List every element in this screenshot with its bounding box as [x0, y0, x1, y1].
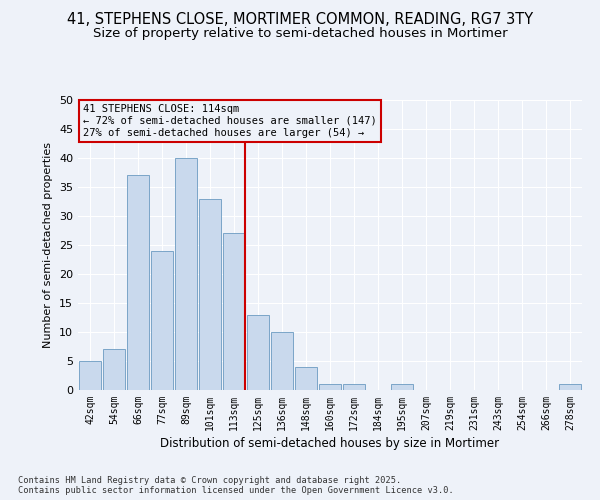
X-axis label: Distribution of semi-detached houses by size in Mortimer: Distribution of semi-detached houses by …	[160, 437, 500, 450]
Bar	[127, 176, 149, 390]
Bar	[343, 384, 365, 390]
Y-axis label: Number of semi-detached properties: Number of semi-detached properties	[43, 142, 53, 348]
Text: 41, STEPHENS CLOSE, MORTIMER COMMON, READING, RG7 3TY: 41, STEPHENS CLOSE, MORTIMER COMMON, REA…	[67, 12, 533, 28]
Bar	[103, 350, 125, 390]
Text: 41 STEPHENS CLOSE: 114sqm
← 72% of semi-detached houses are smaller (147)
27% of: 41 STEPHENS CLOSE: 114sqm ← 72% of semi-…	[83, 104, 377, 138]
Bar	[199, 198, 221, 390]
Bar	[79, 361, 101, 390]
Bar	[175, 158, 197, 390]
Bar	[247, 314, 269, 390]
Bar	[151, 251, 173, 390]
Bar	[319, 384, 341, 390]
Bar	[223, 234, 245, 390]
Bar	[295, 367, 317, 390]
Text: Size of property relative to semi-detached houses in Mortimer: Size of property relative to semi-detach…	[92, 28, 508, 40]
Bar	[391, 384, 413, 390]
Text: Contains HM Land Registry data © Crown copyright and database right 2025.
Contai: Contains HM Land Registry data © Crown c…	[18, 476, 454, 495]
Bar	[559, 384, 581, 390]
Bar	[271, 332, 293, 390]
